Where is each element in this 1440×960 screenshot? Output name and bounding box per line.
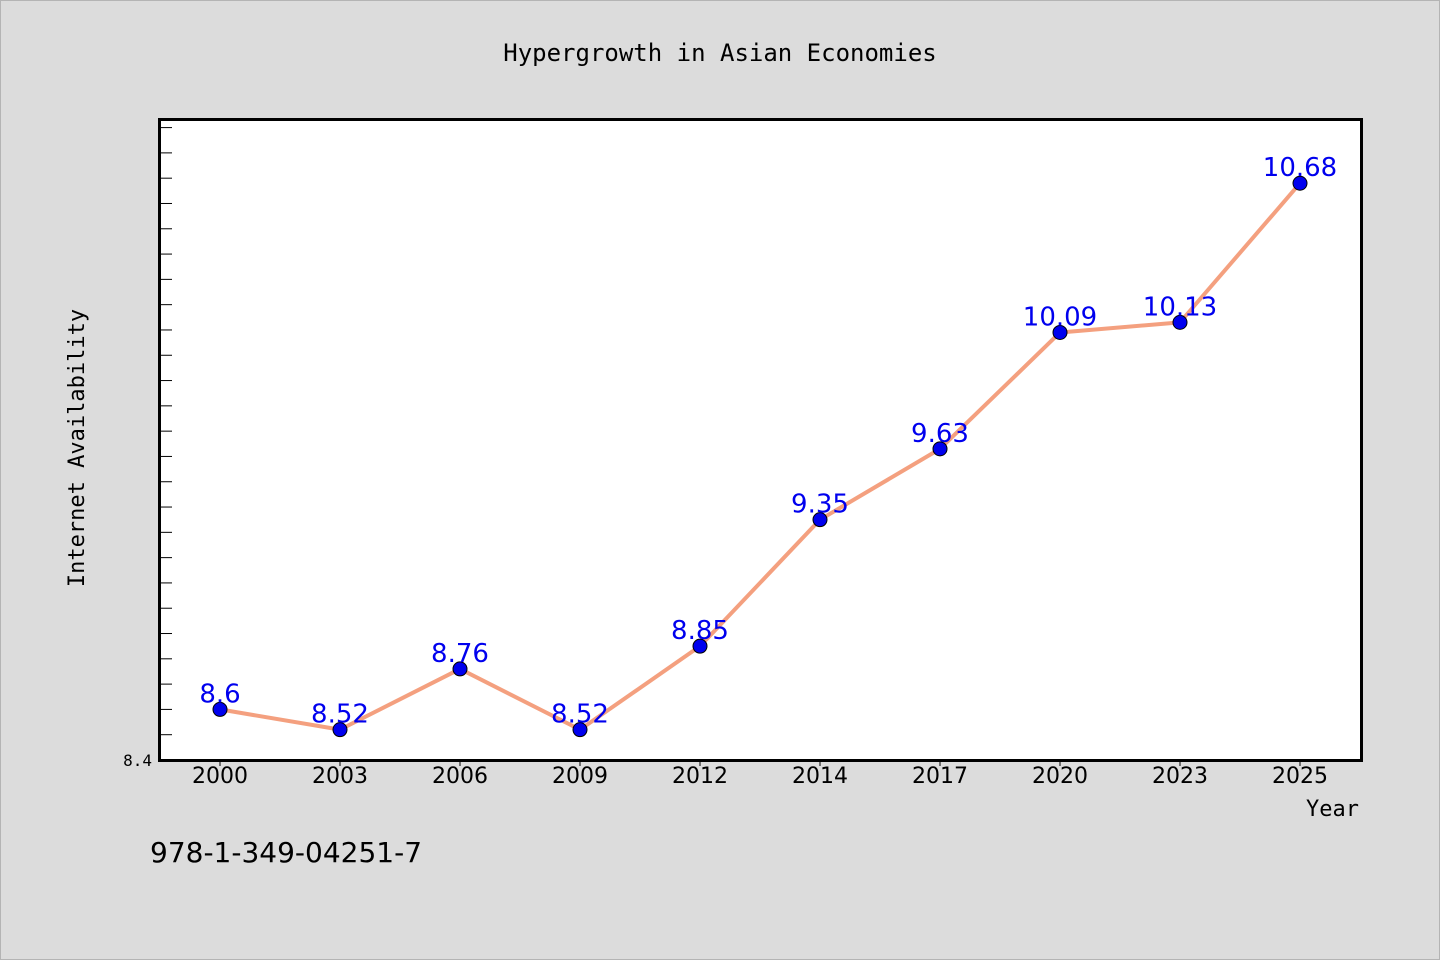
y-axis-ticks	[160, 127, 172, 736]
data-point	[572, 722, 588, 738]
x-tick-label: 2006	[432, 764, 488, 789]
x-tick-label: 2025	[1272, 764, 1328, 789]
data-label: 9.63	[911, 419, 969, 449]
x-tick-label: 2020	[1032, 764, 1088, 789]
data-point	[1052, 324, 1068, 340]
y-tick-label: 8.4	[123, 751, 152, 770]
data-label: 10.13	[1143, 292, 1217, 322]
data-point	[332, 722, 348, 738]
x-tick-label: 2014	[792, 764, 848, 789]
data-label: 9.35	[791, 490, 849, 520]
data-point	[692, 638, 708, 654]
plot-area	[158, 118, 1363, 762]
data-point	[1172, 314, 1188, 330]
data-label: 8.52	[311, 700, 369, 730]
x-tick-label: 2017	[912, 764, 968, 789]
y-axis-label: Internet Availability	[65, 309, 90, 587]
data-labels: 8.6 8.52 8.76 8.52 8.85 9.35 9.63 10.09 10.13 10.…	[199, 153, 1337, 729]
x-axis-label: Year	[1306, 797, 1359, 822]
x-tick-label: 2023	[1152, 764, 1208, 789]
data-label: 8.6	[199, 679, 240, 709]
footnote: 978-1-349-04251-7	[150, 836, 422, 869]
x-axis-ticks	[219, 760, 1301, 766]
data-point	[1292, 175, 1308, 191]
data-label: 8.52	[551, 700, 609, 730]
data-point	[812, 512, 828, 528]
x-tick-label: 2003	[312, 764, 368, 789]
data-label: 10.09	[1023, 302, 1097, 332]
data-label: 8.85	[671, 616, 729, 646]
data-point	[932, 441, 948, 457]
chart-title: Hypergrowth in Asian Economies	[503, 39, 936, 67]
data-label: 8.76	[431, 639, 489, 669]
series-line	[218, 181, 1302, 732]
data-label: 10.68	[1263, 153, 1337, 183]
x-tick-label: 2000	[192, 764, 248, 789]
data-point	[452, 661, 468, 677]
x-tick-label: 2012	[672, 764, 728, 789]
x-tick-label: 2009	[552, 764, 608, 789]
series-markers	[212, 175, 1308, 738]
x-axis-tick-labels: 2000 2003 2006 2009 2012 2014 2017 2020 2023 2025	[192, 764, 1328, 789]
data-point	[212, 701, 228, 717]
